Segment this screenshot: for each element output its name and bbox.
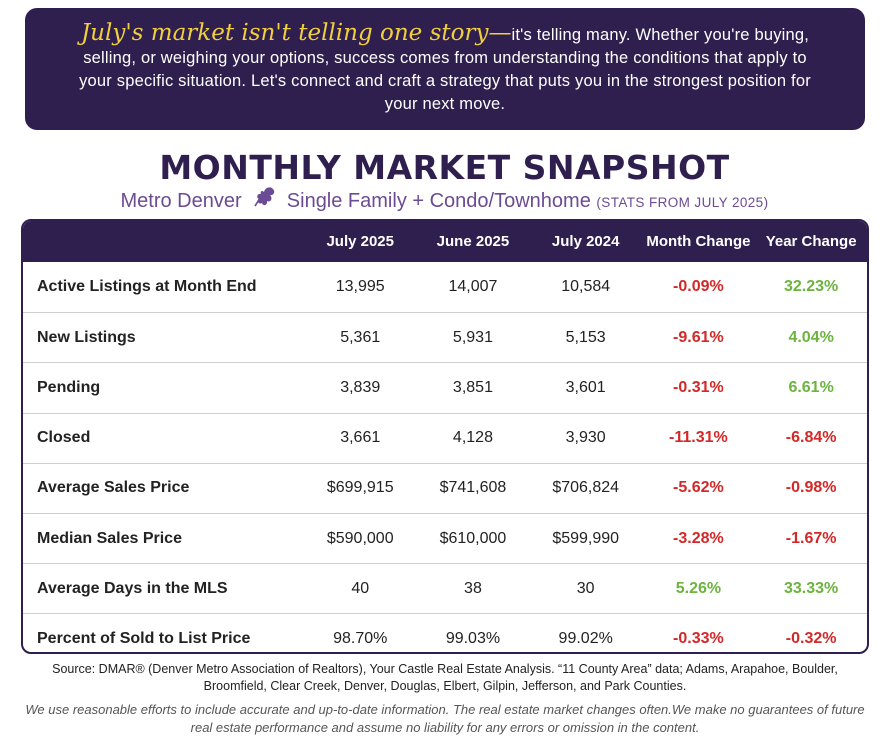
- cell-july-2025: 5,361: [340, 328, 381, 346]
- cell-year-change: -6.84%: [785, 429, 837, 447]
- cell-july-2024: 10,584: [561, 278, 611, 296]
- cell-july-2024: 99.02%: [558, 629, 613, 647]
- table-row: Closed 3,661 4,128 3,930 -11.31% -6.84%: [23, 412, 867, 463]
- cell-july-2025: $590,000: [326, 529, 394, 547]
- cell-july-2024: $599,990: [552, 529, 620, 547]
- cell-july-2025: 3,839: [340, 378, 381, 396]
- table-row: Average Days in the MLS 40 38 30 5.26% 33.33%: [23, 563, 867, 613]
- table-row: Median Sales Price $590,000 $610,000 $599,9…: [23, 512, 867, 563]
- cell-july-2024: 3,930: [565, 429, 606, 447]
- header-cell-june-2025: June 2025: [436, 233, 510, 250]
- cell-june-2025: 14,007: [448, 278, 498, 296]
- cell-month-change: -3.28%: [673, 529, 724, 547]
- header-cell-july-2025: July 2025: [326, 233, 394, 250]
- banner-body: it's telling many. Whether you're buying…: [79, 26, 811, 113]
- cell-july-2025: $699,915: [326, 479, 394, 497]
- cell-year-change: 32.23%: [784, 278, 839, 296]
- page-title: MONTHLY MARKET SNAPSHOT: [159, 148, 730, 187]
- row-label: Average Days in the MLS: [37, 579, 228, 597]
- cell-year-change: -0.98%: [785, 479, 837, 497]
- table-row: Pending 3,839 3,851 3,601 -0.31% 6.61%: [23, 362, 867, 412]
- cell-month-change: 5.26%: [675, 579, 722, 597]
- cell-june-2025: $741,608: [439, 479, 507, 497]
- subtitle-segment: Single Family + Condo/Townhome: [286, 190, 591, 212]
- cell-july-2025: 13,995: [335, 278, 385, 296]
- row-label: Median Sales Price: [37, 529, 182, 547]
- source-note: Source: DMAR® (Denver Metro Association …: [52, 662, 838, 693]
- cell-june-2025: 3,851: [452, 378, 493, 396]
- cell-july-2024: 5,153: [565, 328, 606, 346]
- cell-year-change: 4.04%: [788, 328, 834, 346]
- cell-june-2025: 99.03%: [445, 629, 501, 647]
- table-header: July 2025 June 2025 July 2024 Month Chan…: [23, 221, 867, 262]
- cell-month-change: -0.09%: [673, 278, 724, 296]
- cell-month-change: -11.31%: [669, 429, 728, 447]
- subtitle-stats-note: (STATS FROM JULY 2025): [596, 195, 769, 210]
- header-cell-july-2024: July 2024: [551, 233, 620, 250]
- row-label: Percent of Sold to List Price: [37, 629, 251, 647]
- row-label: Average Sales Price: [37, 479, 190, 497]
- cell-july-2024: 3,601: [565, 378, 606, 396]
- row-label: New Listings: [37, 328, 136, 346]
- table-row: New Listings 5,361 5,931 5,153 -9.61% 4.04%: [23, 312, 867, 362]
- cell-july-2024: 30: [576, 579, 595, 597]
- cell-june-2025: 5,931: [452, 328, 493, 346]
- cell-year-change: 6.61%: [788, 378, 834, 396]
- cell-year-change: 33.33%: [784, 579, 839, 597]
- header-cell-month-change: Month Change: [646, 233, 751, 250]
- cell-year-change: -0.32%: [785, 629, 837, 647]
- cell-month-change: -9.61%: [673, 328, 724, 346]
- page-subtitle: Metro Denver Single Family + Condo/Townh…: [0, 186, 889, 216]
- cell-june-2025: 38: [464, 579, 482, 597]
- intro-banner: July's market isn't telling one story—it…: [25, 8, 865, 130]
- disclaimer: We use reasonable efforts to include acc…: [25, 702, 865, 735]
- cell-june-2025: $610,000: [439, 529, 507, 547]
- table-row: Percent of Sold to List Price 98.70% 99.03…: [23, 613, 867, 652]
- row-label: Closed: [37, 429, 91, 447]
- subtitle-region: Metro Denver: [120, 190, 242, 212]
- cell-month-change: -0.33%: [673, 629, 724, 647]
- row-label: Pending: [37, 378, 101, 396]
- cell-july-2025: 40: [351, 579, 370, 597]
- cell-june-2025: 4,128: [452, 429, 493, 447]
- cell-july-2025: 98.70%: [333, 629, 388, 647]
- table-row: Average Sales Price $699,915 $741,608 $706,…: [23, 462, 867, 513]
- banner-lead: July's market isn't telling one story—: [80, 20, 512, 46]
- cell-july-2024: $706,824: [552, 479, 620, 497]
- columbine-leaf-icon: [251, 186, 277, 216]
- cell-july-2025: 3,661: [340, 429, 381, 447]
- market-table: July 2025 June 2025 July 2024 Month Chan…: [21, 219, 869, 654]
- row-label: Active Listings at Month End: [37, 278, 257, 296]
- header-cell-year-change: Year Change: [765, 233, 857, 250]
- table-row: Active Listings at Month End 13,995 14,007…: [23, 262, 867, 312]
- cell-month-change: -0.31%: [673, 378, 724, 396]
- cell-year-change: -1.67%: [785, 529, 837, 547]
- cell-month-change: -5.62%: [673, 479, 724, 497]
